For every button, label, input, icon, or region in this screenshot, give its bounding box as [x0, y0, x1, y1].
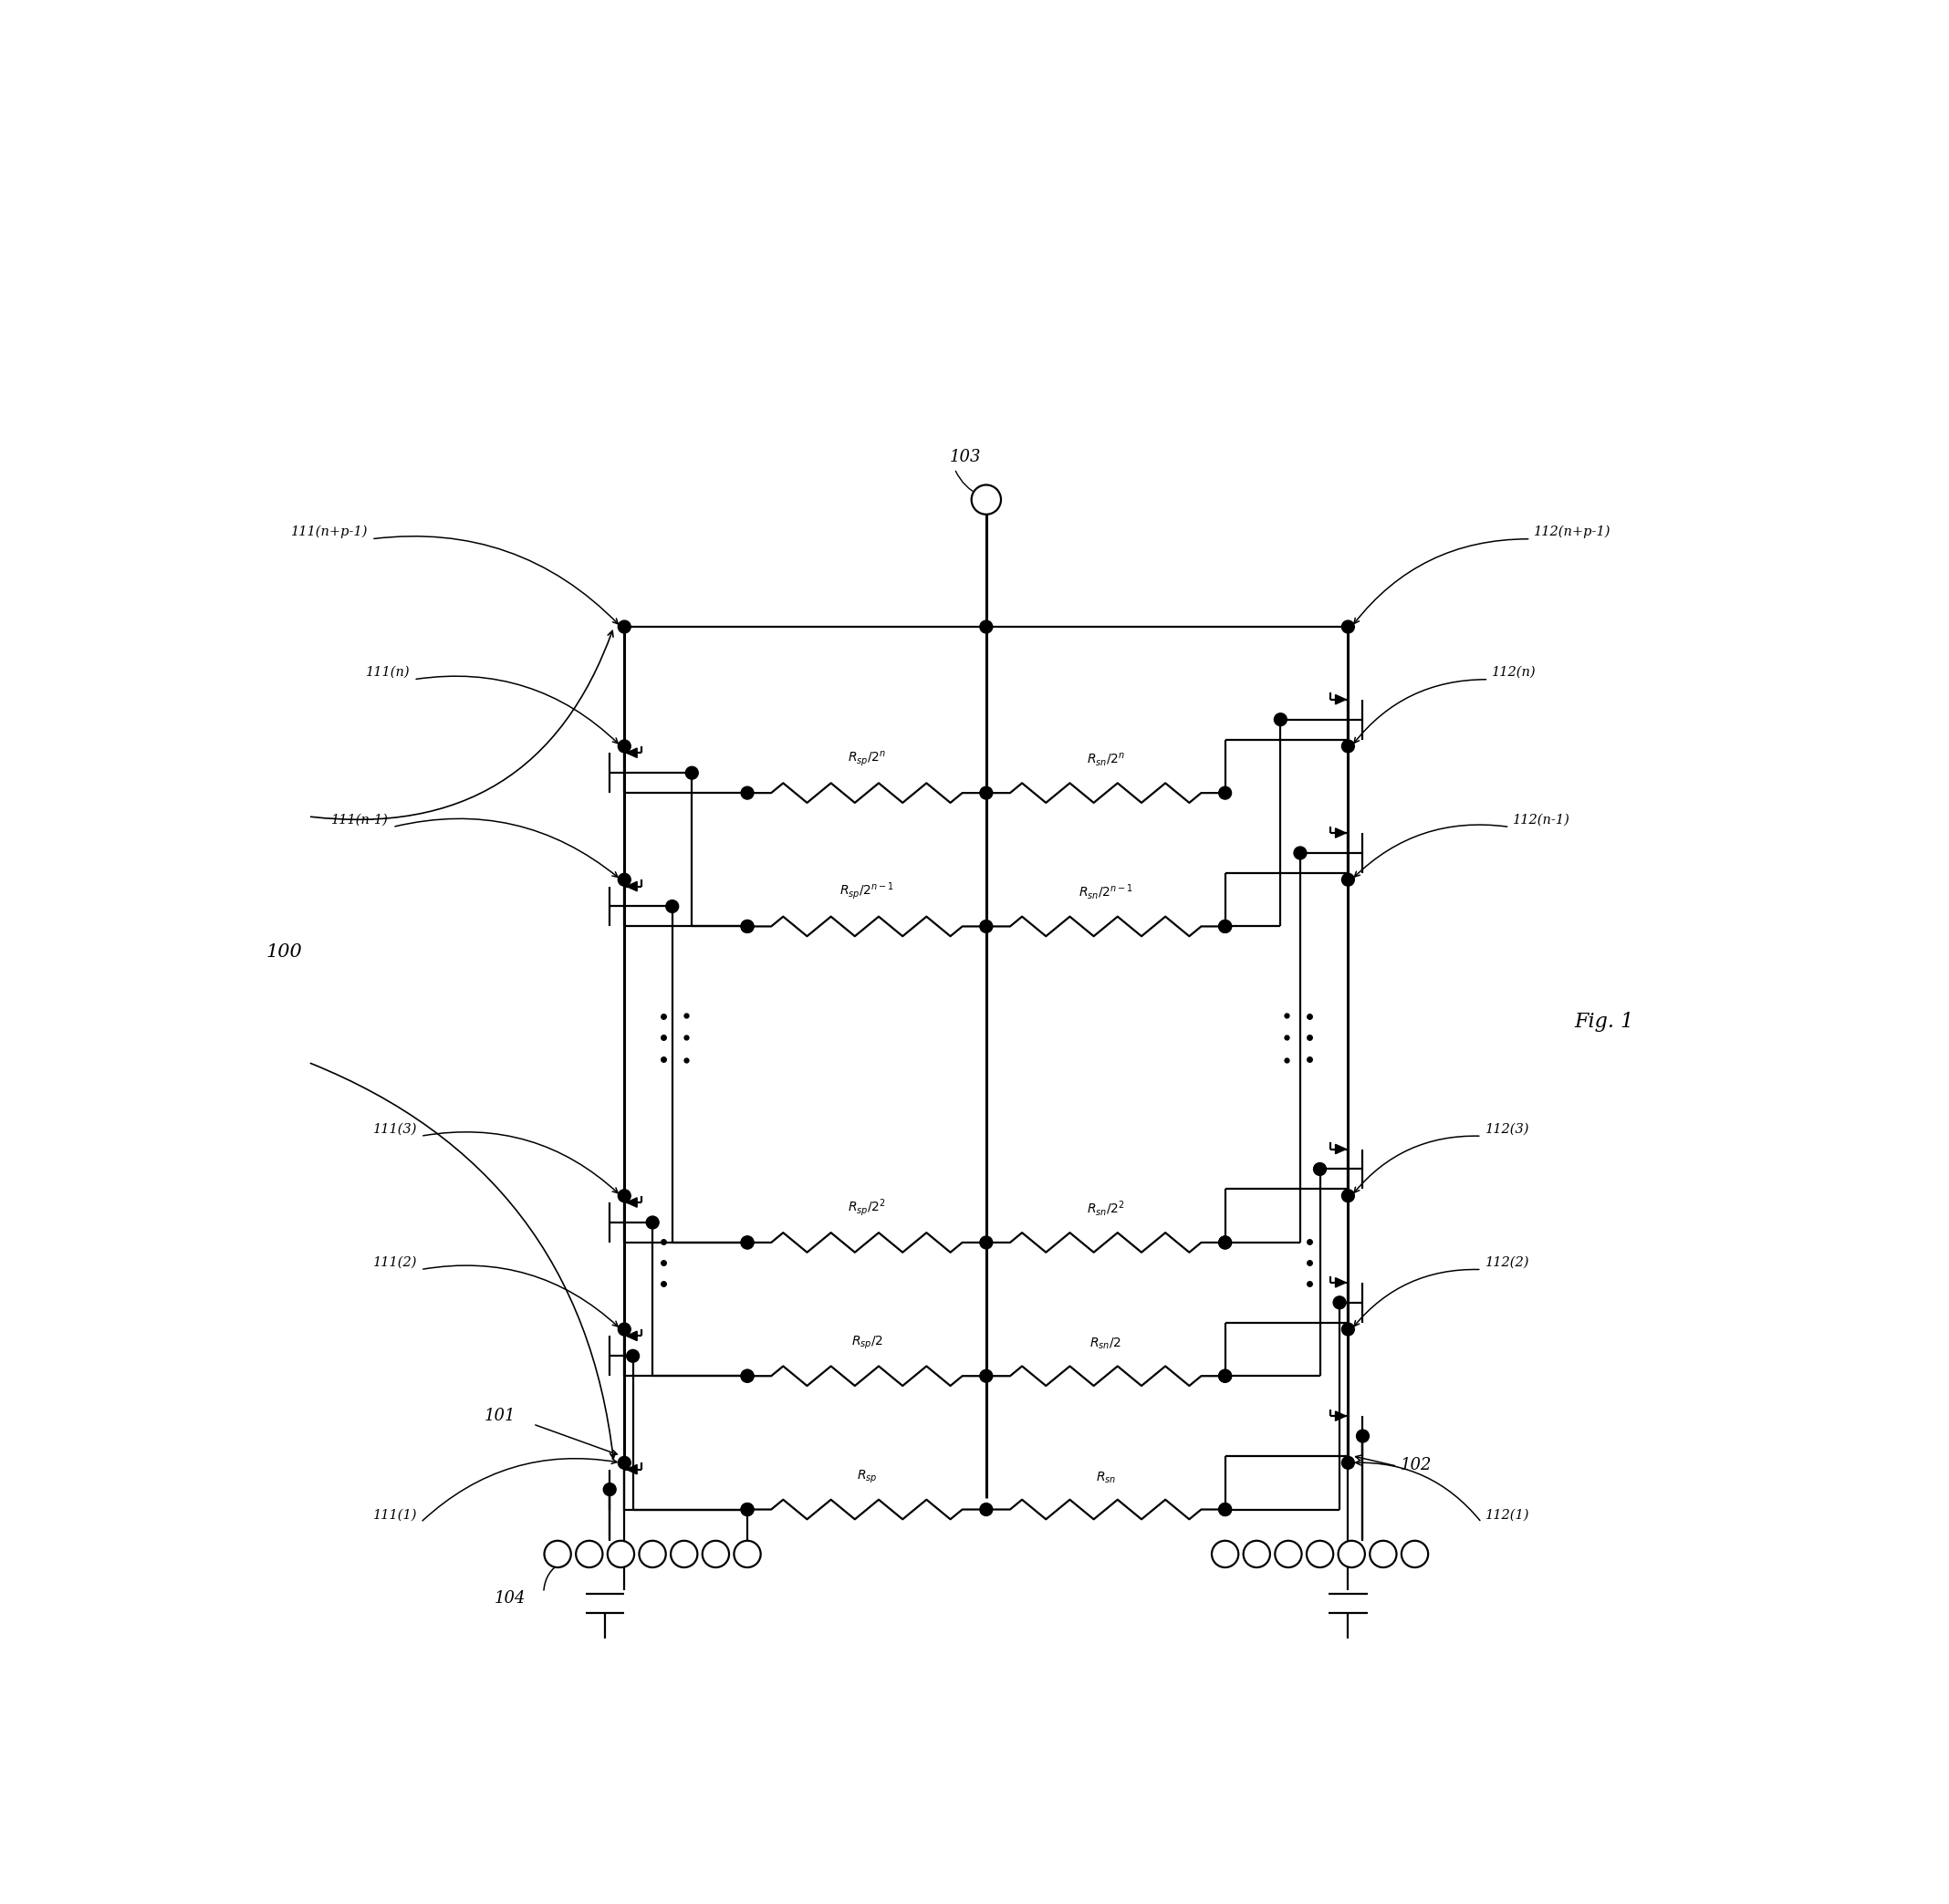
- Text: 101: 101: [483, 1407, 515, 1424]
- Text: 104: 104: [495, 1590, 526, 1607]
- Text: 112(n+p-1): 112(n+p-1): [1534, 526, 1612, 539]
- Circle shape: [1243, 1540, 1271, 1567]
- Circle shape: [971, 486, 1002, 514]
- Circle shape: [618, 1457, 631, 1470]
- Circle shape: [1218, 1236, 1232, 1249]
- Circle shape: [686, 767, 698, 779]
- Text: 112(n): 112(n): [1493, 666, 1536, 678]
- Circle shape: [1333, 1297, 1347, 1308]
- Polygon shape: [626, 1464, 637, 1474]
- Circle shape: [639, 1540, 667, 1567]
- Circle shape: [741, 1369, 754, 1382]
- Circle shape: [1218, 1502, 1232, 1516]
- Circle shape: [626, 1350, 639, 1361]
- Circle shape: [980, 1236, 992, 1249]
- Polygon shape: [1335, 828, 1347, 838]
- Circle shape: [544, 1540, 571, 1567]
- Circle shape: [1294, 847, 1306, 859]
- Text: 112(3): 112(3): [1485, 1123, 1530, 1135]
- Circle shape: [1218, 920, 1232, 933]
- Polygon shape: [626, 1331, 637, 1340]
- Circle shape: [1306, 1540, 1333, 1567]
- Circle shape: [741, 920, 754, 933]
- Circle shape: [741, 1369, 754, 1382]
- Text: 111(1): 111(1): [372, 1508, 417, 1521]
- Text: $R_{sp}/2^2$: $R_{sp}/2^2$: [848, 1198, 887, 1219]
- Text: 102: 102: [1401, 1457, 1433, 1474]
- Text: $R_{sn}/2^n$: $R_{sn}/2^n$: [1086, 752, 1125, 769]
- Polygon shape: [1335, 1144, 1347, 1154]
- Circle shape: [741, 1236, 754, 1249]
- Text: $R_{sn}/2^2$: $R_{sn}/2^2$: [1086, 1200, 1125, 1219]
- Circle shape: [741, 1236, 754, 1249]
- Text: $R_{sn}/2^{n-1}$: $R_{sn}/2^{n-1}$: [1078, 883, 1132, 902]
- Circle shape: [735, 1540, 760, 1567]
- Text: 111(n+p-1): 111(n+p-1): [290, 526, 368, 539]
- Text: 112(n-1): 112(n-1): [1512, 813, 1571, 826]
- Circle shape: [1218, 1502, 1232, 1516]
- Circle shape: [1218, 786, 1232, 800]
- Circle shape: [1341, 1190, 1355, 1201]
- Circle shape: [1401, 1540, 1429, 1567]
- Circle shape: [980, 786, 992, 800]
- Circle shape: [1341, 1457, 1355, 1470]
- Circle shape: [741, 920, 754, 933]
- Circle shape: [980, 1369, 992, 1382]
- Text: 100: 100: [267, 942, 302, 962]
- Circle shape: [618, 874, 631, 885]
- Text: $R_{sn}/2$: $R_{sn}/2$: [1089, 1337, 1121, 1352]
- Text: 111(n-1): 111(n-1): [331, 813, 390, 826]
- Circle shape: [1275, 1540, 1302, 1567]
- Circle shape: [741, 786, 754, 800]
- Circle shape: [741, 1502, 754, 1516]
- Text: $R_{sp}$: $R_{sp}$: [856, 1468, 877, 1485]
- Text: 111(2): 111(2): [372, 1257, 417, 1268]
- Text: 111(3): 111(3): [372, 1123, 417, 1135]
- Circle shape: [575, 1540, 602, 1567]
- Text: 112(2): 112(2): [1485, 1257, 1530, 1268]
- Circle shape: [608, 1540, 633, 1567]
- Text: $R_{sp}/2^n$: $R_{sp}/2^n$: [848, 750, 887, 769]
- Polygon shape: [626, 748, 637, 758]
- Circle shape: [1341, 1323, 1355, 1335]
- Text: 103: 103: [949, 449, 980, 465]
- Circle shape: [980, 920, 992, 933]
- Circle shape: [618, 741, 631, 752]
- Circle shape: [618, 1323, 631, 1335]
- Circle shape: [741, 1502, 754, 1516]
- Circle shape: [1275, 714, 1286, 725]
- Circle shape: [1370, 1540, 1397, 1567]
- Text: 111(n): 111(n): [366, 666, 409, 678]
- Text: $R_{sp}/2$: $R_{sp}/2$: [852, 1335, 883, 1352]
- Circle shape: [604, 1483, 616, 1497]
- Polygon shape: [626, 882, 637, 891]
- Circle shape: [1212, 1540, 1238, 1567]
- Circle shape: [618, 621, 631, 634]
- Circle shape: [1341, 741, 1355, 752]
- Polygon shape: [1335, 1411, 1347, 1420]
- Text: $R_{sp}/2^{n-1}$: $R_{sp}/2^{n-1}$: [840, 882, 895, 902]
- Text: 112(1): 112(1): [1485, 1508, 1530, 1521]
- Circle shape: [1218, 920, 1232, 933]
- Circle shape: [1218, 1369, 1232, 1382]
- Circle shape: [702, 1540, 729, 1567]
- Circle shape: [980, 1502, 992, 1516]
- Circle shape: [1314, 1163, 1325, 1175]
- Polygon shape: [626, 1198, 637, 1207]
- Circle shape: [1218, 1369, 1232, 1382]
- Circle shape: [980, 621, 992, 634]
- Circle shape: [1218, 1236, 1232, 1249]
- Text: $R_{sn}$: $R_{sn}$: [1095, 1470, 1115, 1485]
- Polygon shape: [1335, 1278, 1347, 1287]
- Text: Fig. 1: Fig. 1: [1575, 1011, 1635, 1032]
- Circle shape: [670, 1540, 698, 1567]
- Circle shape: [1339, 1540, 1364, 1567]
- Circle shape: [647, 1217, 659, 1228]
- Circle shape: [1341, 621, 1355, 634]
- Circle shape: [667, 901, 678, 912]
- Circle shape: [618, 1190, 631, 1201]
- Polygon shape: [1335, 695, 1347, 704]
- Circle shape: [1357, 1430, 1368, 1443]
- Circle shape: [1341, 874, 1355, 885]
